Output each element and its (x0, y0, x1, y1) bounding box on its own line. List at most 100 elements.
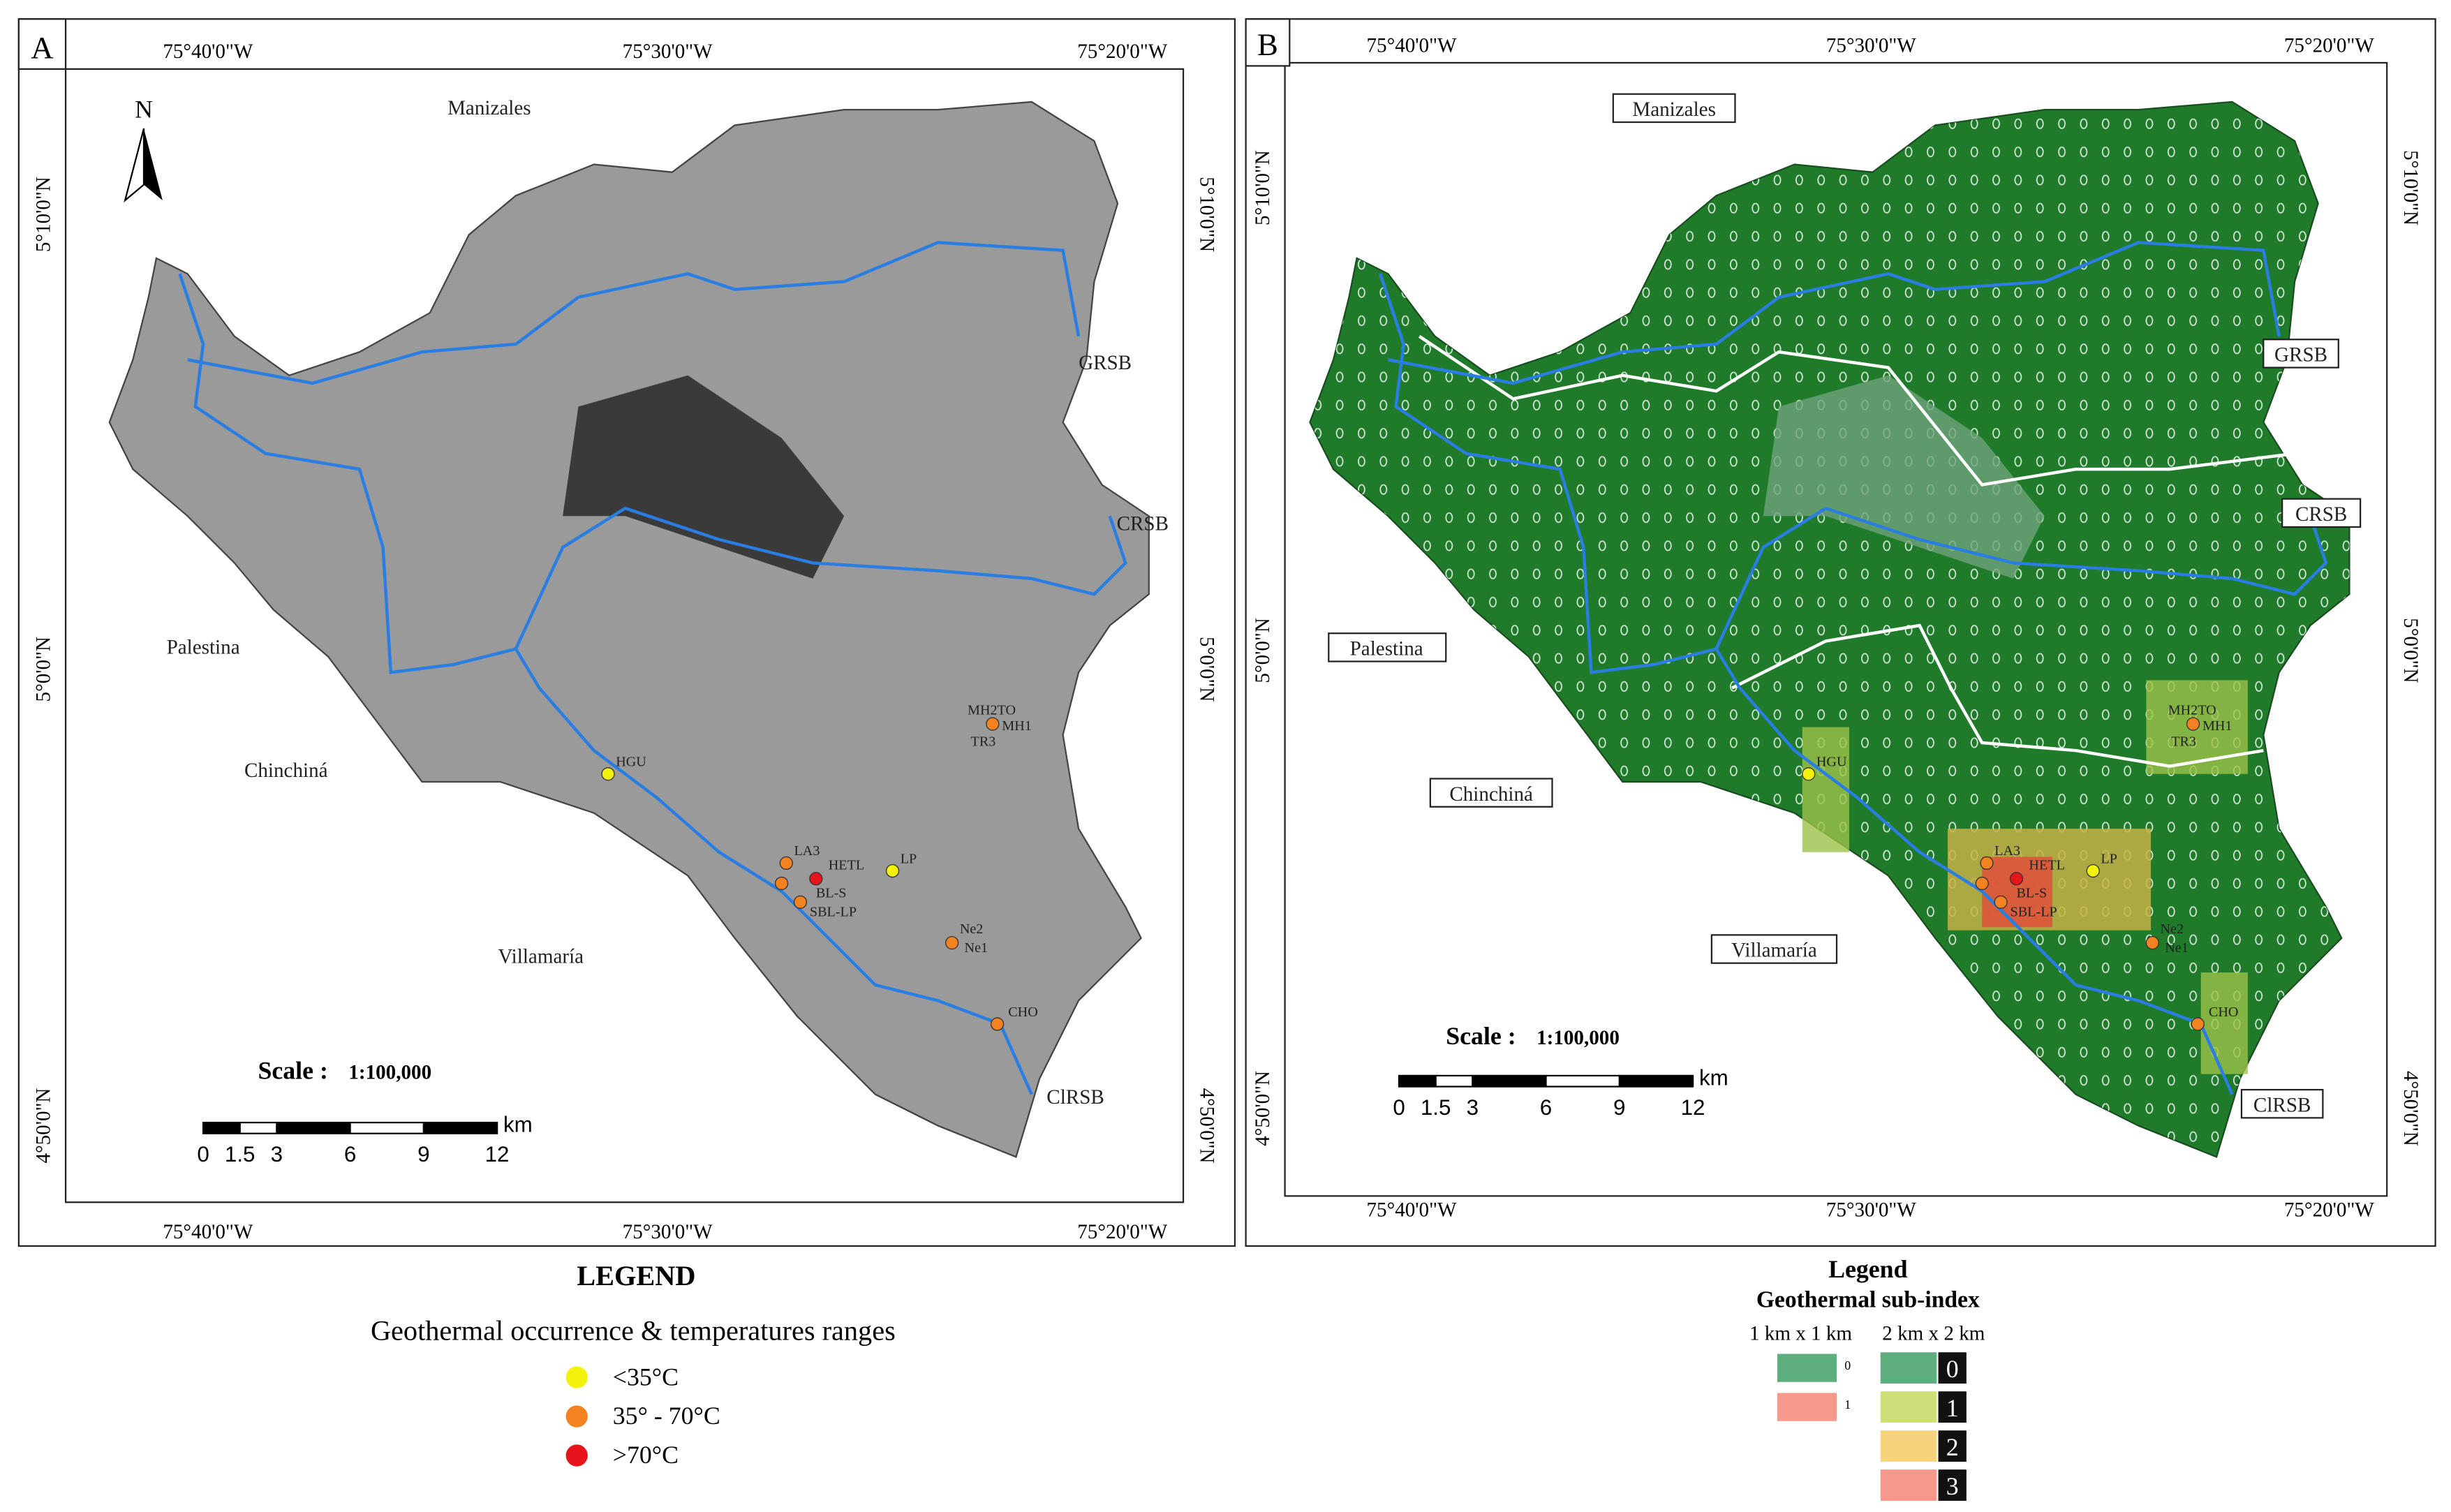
legend-value-box (1938, 1391, 1967, 1423)
basin-label: CRSB (1117, 512, 1169, 535)
station-label: HGU (616, 755, 646, 770)
stations: HGU LA3 HETL LP BL-S SBL-LP MH2TO MH1 TR… (601, 703, 1038, 1031)
station-point (986, 717, 1000, 731)
legend-label: >70°C (613, 1441, 679, 1469)
map-b (1309, 101, 2350, 1158)
lon-label: 75°40'0"W (163, 1221, 253, 1243)
legend-swatch (1880, 1430, 1937, 1462)
scale-segment (276, 1122, 350, 1134)
lon-label: 75°40'0"W (1366, 34, 1456, 57)
legend-subtitle: Geothermal sub-index (1756, 1287, 1980, 1312)
lat-label: 4°50'0"N (33, 1088, 55, 1164)
station-label: CHO (1008, 1005, 1038, 1020)
station-point (793, 895, 808, 909)
station-point (885, 864, 900, 878)
basin-label: ClRSB (2253, 1094, 2311, 1116)
station-label: Ne2 (960, 921, 984, 937)
legend-value-box (1938, 1352, 1967, 1384)
legend-swatch (565, 1444, 588, 1467)
legend-swatch (1880, 1352, 1937, 1384)
highland (1763, 375, 2045, 579)
place-labels-b: Manizales Palestina Chinchiná Villamaría… (1328, 93, 2362, 1119)
scale-label: Scale : (258, 1056, 327, 1084)
legend-value: 1 (1844, 1398, 1851, 1411)
place-label: Villamaría (1731, 940, 1817, 962)
index-cell (2200, 972, 2248, 1074)
lon-label: 75°30'0"W (623, 1221, 713, 1243)
lat-label: 5°10'0"N (1252, 150, 1274, 225)
scale-segment (423, 1122, 498, 1134)
place-label: Palestina (167, 636, 240, 658)
legend-swatch (565, 1366, 588, 1388)
north-label: N (135, 95, 153, 123)
legend-value: 2 (1946, 1433, 1959, 1461)
scale-tick-label: 1.5 (1421, 1095, 1451, 1120)
scale-segment (1399, 1075, 1436, 1087)
place-label: Palestina (1350, 638, 1423, 660)
scale-unit: km (503, 1113, 533, 1137)
station-point (809, 872, 823, 886)
panel-label-box (17, 18, 67, 71)
station-point (945, 935, 959, 950)
station-label: Ne1 (965, 940, 988, 956)
scale-tick-label: 6 (1540, 1095, 1552, 1120)
lon-label: 75°30'0"W (623, 40, 713, 63)
lon-label: 75°30'0"W (1826, 1199, 1916, 1221)
basin-label: GRSB (1079, 352, 1132, 374)
index-cell (1802, 727, 1849, 852)
scale-tick-label: 9 (1613, 1095, 1625, 1120)
lat-label: 5°0'0"N (33, 637, 55, 702)
station-label: SBL-LP (810, 905, 857, 920)
scale-tick-label: 3 (1467, 1095, 1479, 1120)
scale-ratio: 1:100,000 (1536, 1027, 1620, 1049)
station-label: TR3 (971, 734, 996, 749)
legend-value: 0 (1946, 1355, 1959, 1383)
station-point (779, 856, 793, 870)
scale-tick-label: 0 (197, 1142, 209, 1166)
place-label: Villamaría (498, 946, 584, 968)
basin-label: CRSB (2295, 503, 2347, 526)
scale-tick-label: 3 (271, 1142, 283, 1166)
legend-value: 1 (1946, 1394, 1959, 1422)
lat-label: 5°10'0"N (2399, 150, 2422, 225)
station-label: LA3 (794, 843, 820, 859)
legend-column: 2 km x 2 km (1882, 1322, 1985, 1344)
scale-tick-label: 12 (485, 1142, 510, 1166)
lat-label: 4°50'0"N (1252, 1071, 1274, 1146)
legend-subtitle: Geothermal occurrence & temperatures ran… (371, 1314, 896, 1346)
station-point (601, 767, 615, 781)
legend-swatch (1880, 1391, 1937, 1423)
station-label: MH1 (1002, 718, 1032, 734)
basin-label: ClRSB (1046, 1086, 1104, 1109)
panel-label: B (1257, 27, 1278, 62)
place-label: Chinchiná (1449, 783, 1533, 806)
place-label: Manizales (447, 97, 531, 119)
legend-title: Legend (1828, 1255, 1908, 1283)
scale-segment (1472, 1075, 1546, 1087)
lon-label: 75°40'0"W (1366, 1199, 1456, 1221)
scale-tick-label: 9 (417, 1142, 429, 1166)
scale-unit: km (1699, 1065, 1728, 1090)
lon-label: 75°20'0"W (2284, 34, 2374, 57)
lat-label: 5°0'0"N (1252, 618, 1274, 683)
scale-label: Scale : (1446, 1022, 1516, 1050)
lat-label: 5°10'0"N (33, 177, 55, 252)
lon-label: 75°20'0"W (1077, 1221, 1167, 1243)
legend-title: LEGEND (577, 1260, 695, 1291)
scale-tick-label: 0 (1393, 1095, 1405, 1120)
legend-column: 1 km x 1 km (1749, 1322, 1852, 1344)
station-point (990, 1017, 1005, 1031)
scale-ratio: 1:100,000 (348, 1061, 431, 1083)
station-label: HETL (829, 857, 864, 873)
legend-value-box (1938, 1469, 1967, 1501)
lat-label: 5°0'0"N (2399, 618, 2422, 683)
lat-label: 4°50'0"N (1196, 1088, 1218, 1164)
scale-tick-label: 1.5 (225, 1142, 256, 1166)
legend-swatch (1777, 1354, 1837, 1382)
panel-label: A (31, 30, 53, 65)
scale-tick-label: 6 (344, 1142, 356, 1166)
station-label: LP (901, 851, 917, 866)
scale-tick-label: 12 (1681, 1095, 1705, 1120)
station-point (774, 876, 789, 891)
station-label: MH2TO (968, 703, 1016, 718)
